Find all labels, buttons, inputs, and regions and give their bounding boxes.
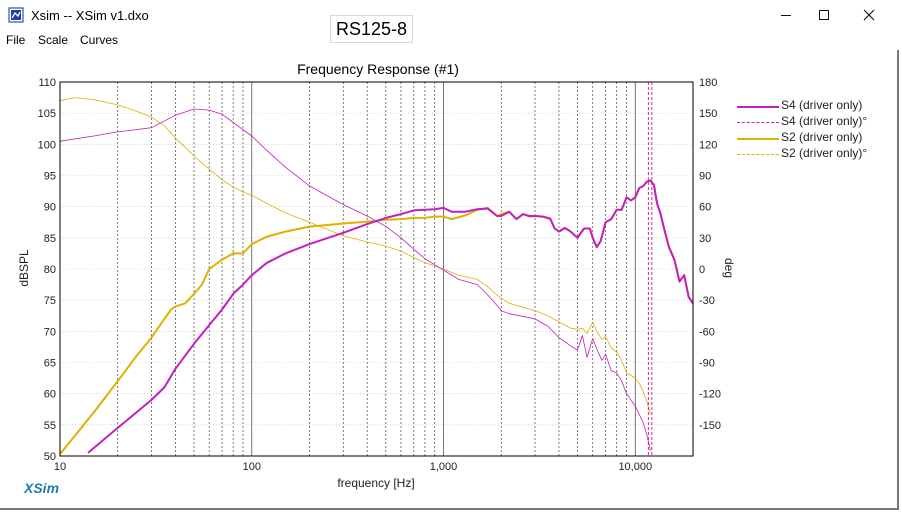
y2-tick-label: -150: [699, 420, 721, 432]
plot-frame: [59, 81, 694, 457]
legend-swatch-s2-phase: [737, 154, 779, 155]
y2-tick-label: 180: [699, 77, 717, 89]
xsim-logo: XSim: [23, 480, 59, 496]
menu-bar: File Scale Curves: [0, 30, 902, 50]
legend-label-s4: S4 (driver only): [781, 98, 863, 112]
y-tick-label: 95: [44, 171, 56, 183]
menu-curves[interactable]: Curves: [80, 33, 119, 47]
maximize-icon: [819, 10, 829, 20]
y-axis-label: dBSPL: [17, 249, 31, 287]
y2-tick-label: 30: [699, 233, 711, 245]
legend-label-s2: S2 (driver only): [781, 130, 863, 144]
y-tick-label: 55: [44, 420, 56, 432]
y2-tick-label: -120: [699, 389, 721, 401]
legend-swatch-s4: [737, 106, 779, 108]
y-tick-label: 105: [38, 108, 56, 120]
frequency-response-chart[interactable]: Frequency Response (#1) 10 100 1,000 10,000…: [0, 50, 897, 508]
chart-title: Frequency Response (#1): [297, 61, 459, 77]
x-tick-label: 10,000: [618, 461, 652, 473]
s4-phase-line: [59, 108, 651, 451]
menu-scale[interactable]: Scale: [38, 33, 69, 47]
y-tick-label: 80: [44, 264, 56, 276]
close-icon: [863, 9, 875, 21]
menu-file[interactable]: File: [6, 33, 26, 47]
xsim-app-icon: [8, 7, 24, 23]
y-tick-label: 90: [44, 202, 56, 214]
y-tick-label: 50: [44, 451, 56, 463]
minimize-button[interactable]: [763, 0, 809, 30]
maximize-button[interactable]: [801, 0, 847, 30]
y2-axis-label: deg: [722, 258, 736, 278]
y-tick-label: 110: [38, 77, 56, 89]
y-tick-label: 70: [44, 326, 56, 338]
y2-tick-label: -90: [699, 358, 715, 370]
legend-swatch-s2: [737, 138, 779, 140]
y2-tick-label: 90: [699, 171, 711, 183]
x-axis-label: frequency [Hz]: [337, 476, 414, 490]
chart-grid: [59, 81, 694, 457]
chart-axes: 10 100 1,000 10,000 50 55 60 65 70 75 80 85 90 95 100 1…: [38, 77, 721, 473]
x-tick-label: 10: [54, 461, 66, 473]
legend-label-s2-phase: S2 (driver only)°: [781, 146, 868, 160]
window-title: Xsim -- XSim v1.dxo: [31, 8, 149, 23]
legend-swatch-s4-phase: [737, 122, 779, 123]
chart-window-client: Frequency Response (#1) 10 100 1,000 10,000…: [0, 50, 899, 510]
y2-tick-label: 60: [699, 202, 711, 214]
y2-tick-label: -60: [699, 326, 715, 338]
y-tick-label: 75: [44, 295, 56, 307]
x-tick-label: 1,000: [430, 461, 458, 473]
y2-tick-label: -30: [699, 295, 715, 307]
chart-markers: [647, 82, 653, 456]
title-bar[interactable]: Xsim -- XSim v1.dxo: [0, 0, 902, 30]
minimize-icon: [781, 15, 791, 16]
overlay-model-label: RS125-8: [330, 15, 413, 43]
y2-tick-label: 120: [699, 139, 717, 151]
close-button[interactable]: [846, 0, 892, 30]
y-tick-label: 100: [38, 139, 56, 151]
x-tick-label: 100: [243, 461, 261, 473]
legend-label-s4-phase: S4 (driver only)°: [781, 114, 868, 128]
chart-series: [59, 97, 694, 455]
y-tick-label: 85: [44, 233, 56, 245]
s2-phase-line: [59, 97, 651, 415]
s4-magnitude-line: [87, 179, 694, 454]
y2-tick-label: 0: [699, 264, 705, 276]
y-tick-label: 60: [44, 389, 56, 401]
y2-tick-label: 150: [699, 108, 717, 120]
y-tick-label: 65: [44, 358, 56, 370]
